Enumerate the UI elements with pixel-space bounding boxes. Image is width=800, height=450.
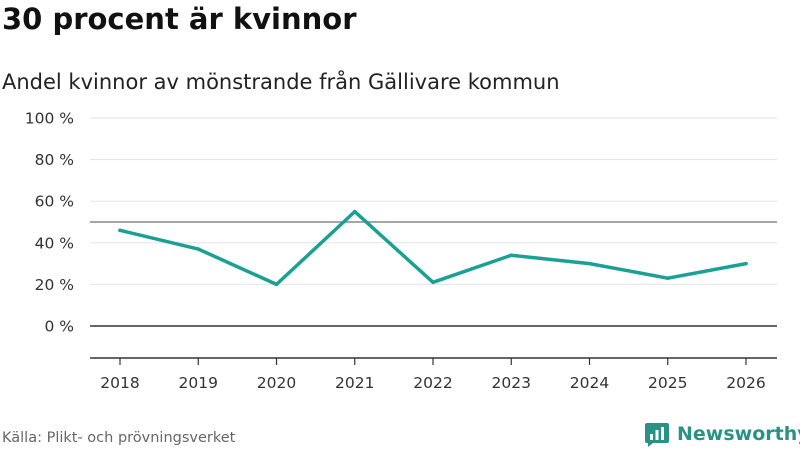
data-point: [353, 209, 357, 214]
x-tick-label: 2018: [100, 374, 139, 392]
x-tick-label: 2025: [648, 374, 687, 392]
chart-title: 30 procent är kvinnor: [2, 2, 357, 36]
y-tick-label: 80 %: [35, 151, 74, 169]
data-point: [431, 280, 435, 285]
tick-label-layer: 0 % 20 % 40 % 60 % 80 % 100 % 2018 2019 2020 2021…: [25, 110, 766, 393]
axis-layer: [90, 325, 777, 365]
newsworthy-logo-icon: [645, 423, 669, 447]
x-tick-label: 2021: [335, 374, 374, 392]
series-layer: [118, 209, 748, 287]
data-point: [587, 261, 592, 266]
data-point: [118, 228, 122, 233]
x-tick-label: 2023: [492, 374, 531, 392]
data-point: [509, 253, 513, 258]
data-point: [274, 282, 279, 287]
x-tick-label: 2026: [726, 374, 765, 392]
y-tick-label: 20 %: [35, 276, 74, 294]
source-note: Källa: Plikt- och prövningsverket: [2, 430, 236, 446]
grid-layer: [90, 117, 777, 285]
y-tick-label: 100 %: [25, 110, 74, 128]
data-point: [196, 247, 200, 251]
brand-name: Newsworthy: [677, 423, 800, 445]
x-tick-label: 2020: [257, 374, 296, 392]
brand[interactable]: Newsworthy: [644, 420, 800, 448]
y-tick-label: 60 %: [35, 193, 74, 211]
x-tick-label: 2022: [413, 374, 452, 392]
y-tick-label: 40 %: [35, 234, 74, 252]
data-point: [666, 276, 670, 280]
chart-subtitle: Andel kvinnor av mönstrande från Gälliva…: [2, 70, 560, 94]
y-tick-label: 0 %: [44, 318, 74, 336]
x-tick-label: 2024: [570, 374, 609, 392]
x-tick-label: 2019: [179, 374, 218, 392]
data-point: [744, 261, 748, 266]
